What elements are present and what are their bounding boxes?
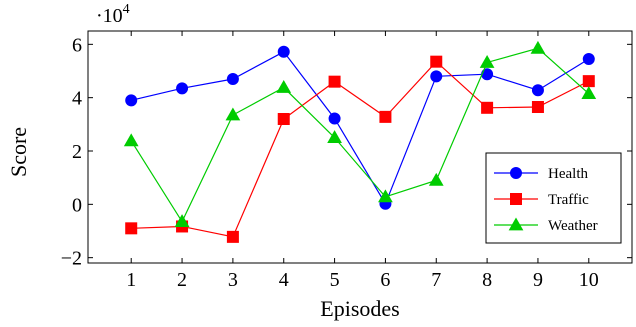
x-tick-label: 3 bbox=[228, 269, 238, 291]
data-point-health bbox=[176, 82, 189, 95]
x-tick-label: 6 bbox=[380, 269, 390, 291]
plot-area: −2 0 2 4 6 1 2 3 4 5 6 7 8 9 10 bbox=[61, 30, 633, 291]
x-tick-label: 5 bbox=[330, 269, 340, 291]
data-point-traffic bbox=[125, 222, 138, 235]
y-axis-multiplier-exponent: 4 bbox=[123, 2, 130, 17]
data-point-weather bbox=[581, 86, 597, 100]
data-point-traffic bbox=[328, 75, 341, 88]
legend-label-traffic: Traffic bbox=[548, 192, 589, 208]
data-point-traffic bbox=[430, 55, 443, 68]
data-point-weather bbox=[428, 172, 444, 186]
y-axis-multiplier: ·104 bbox=[96, 2, 130, 27]
x-tick-label: 10 bbox=[579, 269, 599, 291]
data-point-weather bbox=[225, 107, 241, 121]
data-point-traffic bbox=[277, 113, 290, 125]
data-point-health bbox=[430, 70, 443, 83]
legend-label-weather: Weather bbox=[548, 218, 598, 234]
y-tick-label: 4 bbox=[72, 88, 82, 110]
data-point-traffic bbox=[582, 75, 595, 88]
y-tick-label: 6 bbox=[72, 34, 82, 56]
y-tick-label: −2 bbox=[61, 248, 82, 270]
legend-label-health: Health bbox=[548, 166, 588, 182]
data-point-weather bbox=[123, 133, 139, 147]
data-point-weather bbox=[327, 130, 342, 144]
data-point-health bbox=[226, 73, 239, 85]
x-tick-label: 8 bbox=[482, 269, 492, 291]
data-point-health bbox=[582, 53, 595, 65]
plot-frame bbox=[87, 30, 633, 264]
data-point-traffic bbox=[379, 110, 392, 123]
legend-marker-traffic bbox=[510, 193, 522, 205]
x-tick-label: 9 bbox=[533, 269, 543, 291]
data-point-weather bbox=[479, 54, 495, 68]
legend: Health Traffic Weather bbox=[485, 152, 622, 244]
y-tick-label: 0 bbox=[72, 194, 82, 216]
x-tick-label: 2 bbox=[177, 269, 187, 291]
x-tick-label: 1 bbox=[126, 269, 136, 291]
legend-marker-weather bbox=[508, 217, 524, 231]
data-point-health bbox=[277, 45, 290, 58]
data-point-traffic bbox=[226, 230, 239, 243]
series-line-health bbox=[131, 51, 590, 206]
data-point-traffic bbox=[531, 101, 544, 113]
data-point-weather bbox=[530, 40, 546, 54]
data-point-weather bbox=[378, 189, 393, 203]
legend-box bbox=[485, 152, 622, 244]
data-point-traffic bbox=[481, 101, 494, 114]
x-tick-label: 4 bbox=[279, 269, 289, 291]
y-tick-label: 2 bbox=[72, 141, 82, 163]
data-point-health bbox=[328, 112, 341, 125]
data-point-weather bbox=[174, 214, 190, 228]
data-point-health bbox=[531, 84, 544, 97]
legend-marker-health bbox=[510, 167, 522, 179]
data-point-health bbox=[125, 94, 138, 107]
series-line-weather bbox=[130, 47, 590, 223]
x-axis-label: Episodes bbox=[320, 296, 399, 321]
data-point-weather bbox=[276, 80, 292, 93]
series-line-traffic bbox=[131, 60, 590, 238]
x-tick-label: 7 bbox=[431, 269, 441, 291]
y-axis-label: Score bbox=[6, 127, 31, 177]
